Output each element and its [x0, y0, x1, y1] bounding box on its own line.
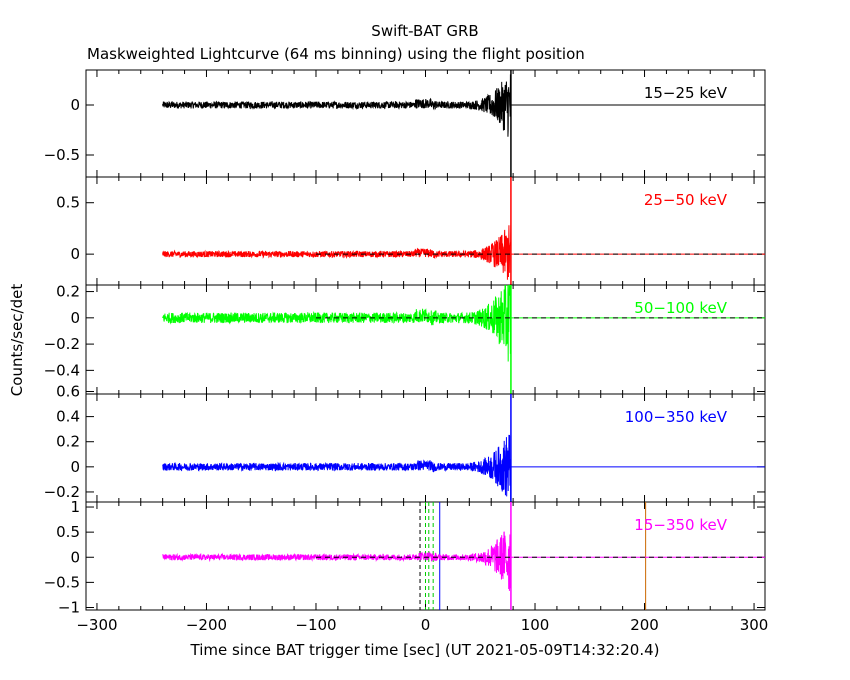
panel-1: 0.5 0 25−50 keV — [56, 176, 766, 286]
panel-2: 0.2 0 −0.2 −0.4 50−100 keV — [44, 283, 766, 395]
y-tick-label: 0 — [70, 309, 80, 327]
x-tick-label: 200 — [630, 616, 659, 634]
panel-body — [162, 70, 765, 177]
series-label: 15−350 keV — [634, 516, 727, 534]
y-tick-label: 0 — [70, 548, 80, 566]
y-tick-label: −0.2 — [44, 335, 80, 353]
series-trace — [162, 224, 512, 280]
panel-0: 0 −0.5 15−25 keV — [44, 69, 766, 178]
x-tick-label: −200 — [186, 616, 227, 634]
series-label: 15−25 keV — [644, 84, 728, 102]
y-tick-label: 1 — [70, 498, 80, 516]
series-label: 25−50 keV — [644, 191, 728, 209]
x-tick-label: −100 — [295, 616, 336, 634]
panels: 0 −0.5 15−25 keV 0.5 0 25−50 keV 0.2 0 −0.2 −0.4 5… — [44, 69, 769, 634]
chart-subtitle: Maskweighted Lightcurve (64 ms binning) … — [87, 45, 585, 63]
series-label: 100−350 keV — [625, 408, 728, 426]
y-tick-label: 0 — [70, 458, 80, 476]
panel-body — [162, 177, 765, 285]
y-tick-label: 0.5 — [56, 194, 80, 212]
y-tick-label: 0.2 — [56, 283, 80, 301]
chart-title: Swift-BAT GRB — [371, 22, 478, 40]
y-tick-label: 0 — [70, 96, 80, 114]
panel-3: 0.6 0.4 0.2 0 −0.2 100−350 keV — [44, 382, 766, 503]
series-trace — [162, 434, 512, 501]
series-trace — [162, 74, 512, 137]
y-tick-label: 0 — [70, 245, 80, 263]
y-tick-label: −1 — [58, 598, 80, 616]
x-tick-label: 0 — [421, 616, 431, 634]
series-trace — [162, 285, 512, 362]
x-axis-label: Time since BAT trigger time [sec] (UT 20… — [190, 641, 660, 659]
y-tick-label: −0.5 — [44, 573, 80, 591]
x-tick-label: 100 — [521, 616, 550, 634]
y-tick-label: −0.4 — [44, 361, 80, 379]
panel-body — [162, 394, 765, 502]
y-tick-label: −0.2 — [44, 483, 80, 501]
y-tick-label: 0.4 — [56, 408, 80, 426]
y-tick-label: −0.5 — [44, 146, 80, 164]
y-axis-label: Counts/sec/det — [8, 284, 26, 397]
y-tick-label: 0.6 — [56, 382, 80, 400]
y-tick-label: 0.5 — [56, 523, 80, 541]
series-trace — [162, 531, 512, 591]
y-tick-label: 0.2 — [56, 433, 80, 451]
panel-4: 1 0.5 0 −0.5 −1 15−350 keV −300 −200 −100 0 100 200… — [44, 498, 769, 634]
panel-body — [162, 502, 765, 610]
series-label: 50−100 keV — [634, 299, 727, 317]
x-tick-label: −300 — [76, 616, 117, 634]
panel-body — [162, 285, 765, 394]
x-tick-label: 300 — [740, 616, 769, 634]
